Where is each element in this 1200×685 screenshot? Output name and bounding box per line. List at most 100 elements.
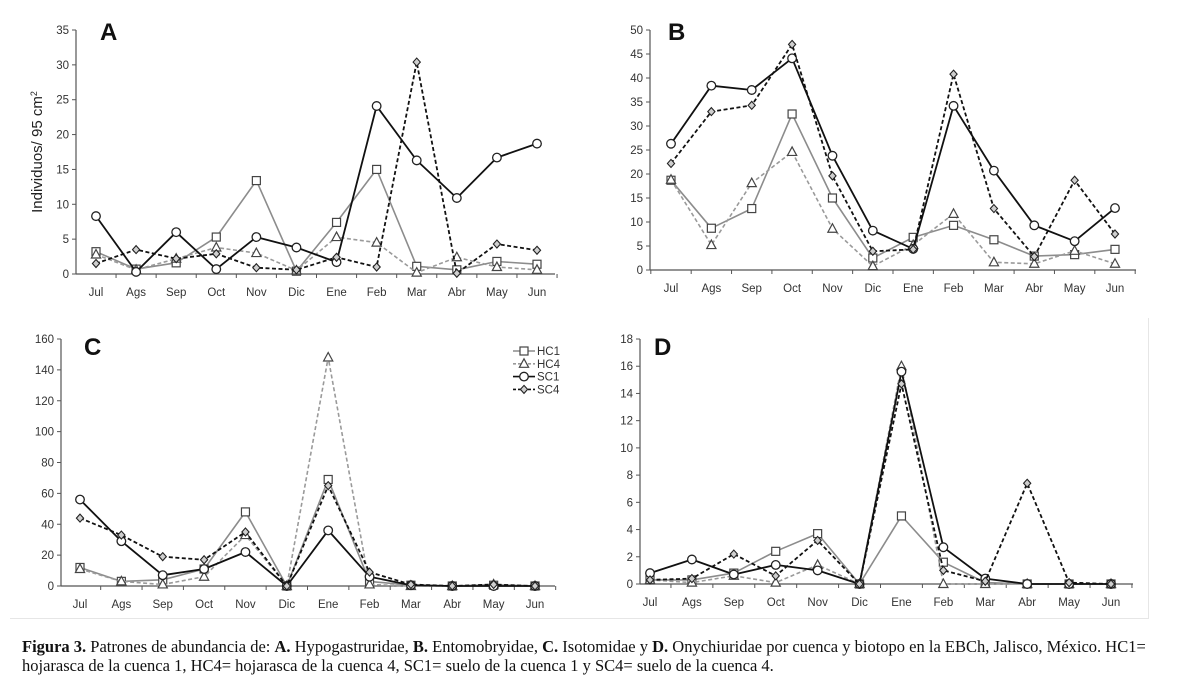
x-tick-label: Jun: [528, 287, 547, 299]
marker-square: [896, 511, 907, 521]
series-line: [670, 113, 1116, 259]
panel-a: 0 5 10 15 20 25 30 35 Jul Ags Sep Oct Nov Dic Ene Feb Ma…: [29, 19, 558, 299]
y-tick-label: 10: [56, 199, 69, 211]
y-tick-label: 0: [627, 579, 633, 591]
x-tick-label: Nov: [822, 283, 843, 295]
marker-diamond: [117, 530, 126, 540]
marker-diamond: [171, 253, 181, 264]
marker-triangle: [250, 246, 262, 258]
marker-triangle: [867, 259, 879, 271]
marker-circle: [157, 570, 168, 581]
marker-circle: [1110, 203, 1120, 214]
marker-diamond: [91, 258, 101, 269]
marker-diamond: [292, 264, 301, 275]
marker-square: [251, 175, 261, 186]
marker-circle: [867, 225, 878, 236]
marker-circle: [323, 525, 334, 536]
marker-diamond: [241, 527, 250, 537]
marker-circle: [1022, 579, 1033, 589]
marker-circle: [532, 138, 542, 149]
marker-circle: [896, 366, 907, 377]
marker-square: [519, 346, 529, 356]
y-tick-label: 25: [630, 145, 643, 157]
series-line: [95, 61, 538, 275]
marker-square: [211, 232, 221, 242]
marker-circle: [746, 85, 757, 95]
marker-square: [747, 203, 757, 214]
marker-circle: [787, 53, 798, 64]
marker-triangle: [947, 207, 960, 218]
series-line: [649, 382, 1112, 585]
series-hc1: [75, 474, 540, 591]
marker-square: [240, 507, 251, 517]
y-tick-label: 20: [56, 130, 69, 142]
x-tick-label: May: [483, 599, 505, 611]
x-tick-label: Ene: [318, 599, 338, 611]
series-sc4: [75, 480, 540, 591]
marker-triangle: [1069, 244, 1081, 255]
y-tick-label: 4: [627, 525, 634, 537]
series-sc1: [645, 366, 1116, 589]
marker-circle: [291, 242, 302, 253]
panel-d: 0 2 4 6 8 10 12 14 16 18 Jul Ags Sep Oct Nov Dic Ene Feb M…: [620, 334, 1133, 609]
marker-diamond: [282, 581, 292, 591]
marker-diamond: [645, 575, 655, 585]
x-tick-label: Oct: [783, 283, 802, 295]
panel-b: 0 5 10 15 20 25 30 35 40 45 50 Jul Ags Sep Oct Nov Dic En…: [630, 19, 1136, 295]
series-line: [95, 105, 538, 273]
marker-diamond: [949, 69, 958, 79]
marker-circle: [686, 554, 697, 565]
marker-triangle: [363, 578, 376, 589]
panel-label: D: [654, 334, 671, 361]
marker-diamond: [1029, 251, 1039, 262]
series-line: [670, 57, 1116, 250]
series-line: [79, 498, 535, 587]
x-tick-label: Jun: [1106, 283, 1125, 295]
series-line: [670, 43, 1116, 258]
caption-c-label: C.: [542, 637, 559, 656]
y-tick-label: 45: [630, 49, 643, 61]
marker-circle: [251, 232, 262, 243]
marker-circle: [948, 100, 959, 111]
x-tick-label: Jul: [89, 287, 104, 299]
x-tick-label: Nov: [246, 287, 267, 299]
marker-triangle: [826, 222, 839, 233]
x-tick-label: Mar: [407, 287, 427, 299]
marker-circle: [728, 569, 739, 580]
marker-diamond: [813, 535, 822, 546]
marker-circle: [706, 80, 717, 91]
marker-circle: [1029, 220, 1040, 231]
x-tick-label: May: [486, 287, 508, 299]
legend-label: SC4: [537, 384, 560, 396]
y-tick-label: 100: [35, 427, 54, 439]
x-tick-label: Jun: [526, 599, 545, 611]
x-tick-label: Ene: [891, 597, 911, 609]
x-tick-label: Sep: [152, 599, 172, 611]
x-tick-label: Sep: [741, 283, 761, 295]
marker-diamond: [747, 100, 757, 111]
marker-diamond: [1064, 577, 1074, 588]
series-sc4: [645, 379, 1116, 589]
marker-diamond: [989, 203, 999, 214]
marker-diamond: [855, 579, 864, 589]
x-tick-label: Sep: [166, 287, 186, 299]
series-sc1: [91, 101, 542, 277]
caption-a-text: Hypogastruridae,: [290, 637, 413, 656]
x-tick-label: Ags: [111, 599, 131, 611]
y-tick-label: 35: [630, 97, 643, 109]
panel-label: C: [84, 334, 101, 361]
x-tick-label: Ags: [682, 597, 702, 609]
panel-label: A: [100, 19, 117, 46]
marker-circle: [666, 138, 676, 149]
y-tick-label: 15: [56, 164, 69, 176]
marker-square: [948, 220, 959, 230]
marker-circle: [1069, 236, 1080, 247]
marker-diamond: [252, 262, 261, 273]
marker-triangle: [665, 173, 677, 184]
panel-c: 0 20 40 60 80 100 120 140 160 Jul Ags Sep Oct Nov Dic E…: [35, 334, 561, 611]
marker-diamond: [519, 384, 529, 395]
series-sc1: [75, 494, 540, 591]
x-tick-label: Nov: [235, 599, 256, 611]
marker-triangle: [411, 266, 423, 277]
marker-circle: [91, 211, 101, 222]
